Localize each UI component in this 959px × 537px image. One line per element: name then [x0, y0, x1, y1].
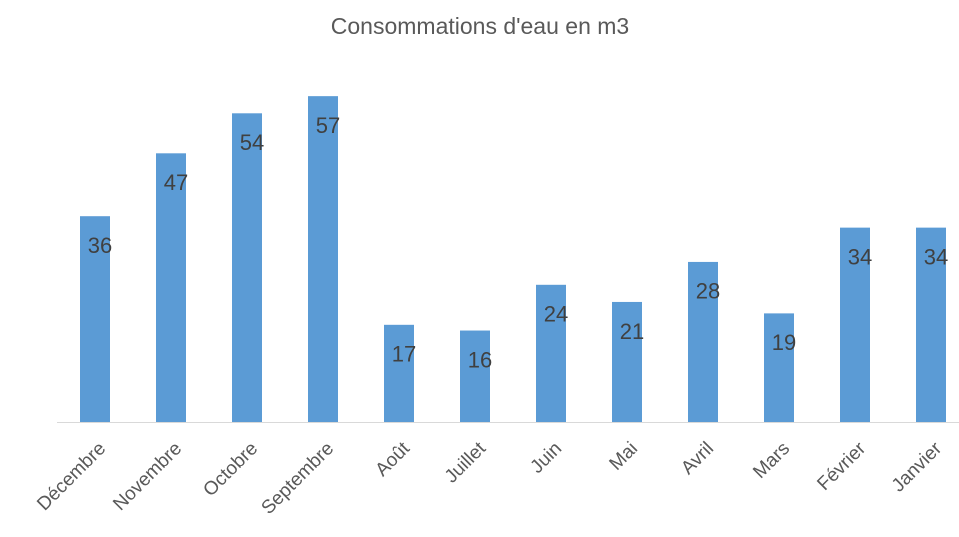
bar: [916, 227, 946, 422]
data-label: 54: [240, 130, 264, 155]
x-tick-label: Février: [813, 438, 870, 495]
data-label: 17: [392, 342, 416, 367]
data-label: 47: [164, 170, 188, 195]
data-label: 57: [316, 113, 340, 138]
bar: [688, 261, 718, 422]
bar: [308, 96, 338, 423]
data-label: 21: [620, 319, 644, 344]
bar: [156, 153, 186, 423]
data-label: 16: [468, 347, 492, 372]
bar: [840, 227, 870, 422]
data-label: 19: [772, 330, 796, 355]
bar: [764, 313, 794, 422]
x-tick-label: Juillet: [441, 438, 491, 488]
bar: [460, 330, 490, 422]
chart-title: Consommations d'eau en m3: [331, 13, 629, 39]
x-tick-label: Août: [372, 438, 415, 481]
x-tick-label: Mars: [749, 438, 794, 483]
bar: [612, 301, 642, 422]
x-tick-label: Septembre: [258, 438, 339, 519]
data-label: 24: [544, 302, 568, 327]
bar: [536, 284, 566, 422]
x-tick-label: Décembre: [33, 438, 110, 515]
bar: [80, 216, 110, 422]
x-tick-label: Octobre: [199, 438, 262, 501]
x-tick-label: Novembre: [109, 438, 186, 515]
bar: [384, 324, 414, 422]
data-label: 34: [924, 244, 948, 269]
x-tick-label: Janvier: [888, 438, 947, 497]
bar: [232, 113, 262, 423]
x-tick-label: Avril: [677, 438, 718, 479]
x-tick-label: Mai: [606, 438, 643, 475]
data-label: 36: [88, 233, 112, 258]
data-label: 28: [696, 279, 720, 304]
x-tick-label: Juin: [527, 438, 566, 477]
data-label: 34: [848, 244, 872, 269]
